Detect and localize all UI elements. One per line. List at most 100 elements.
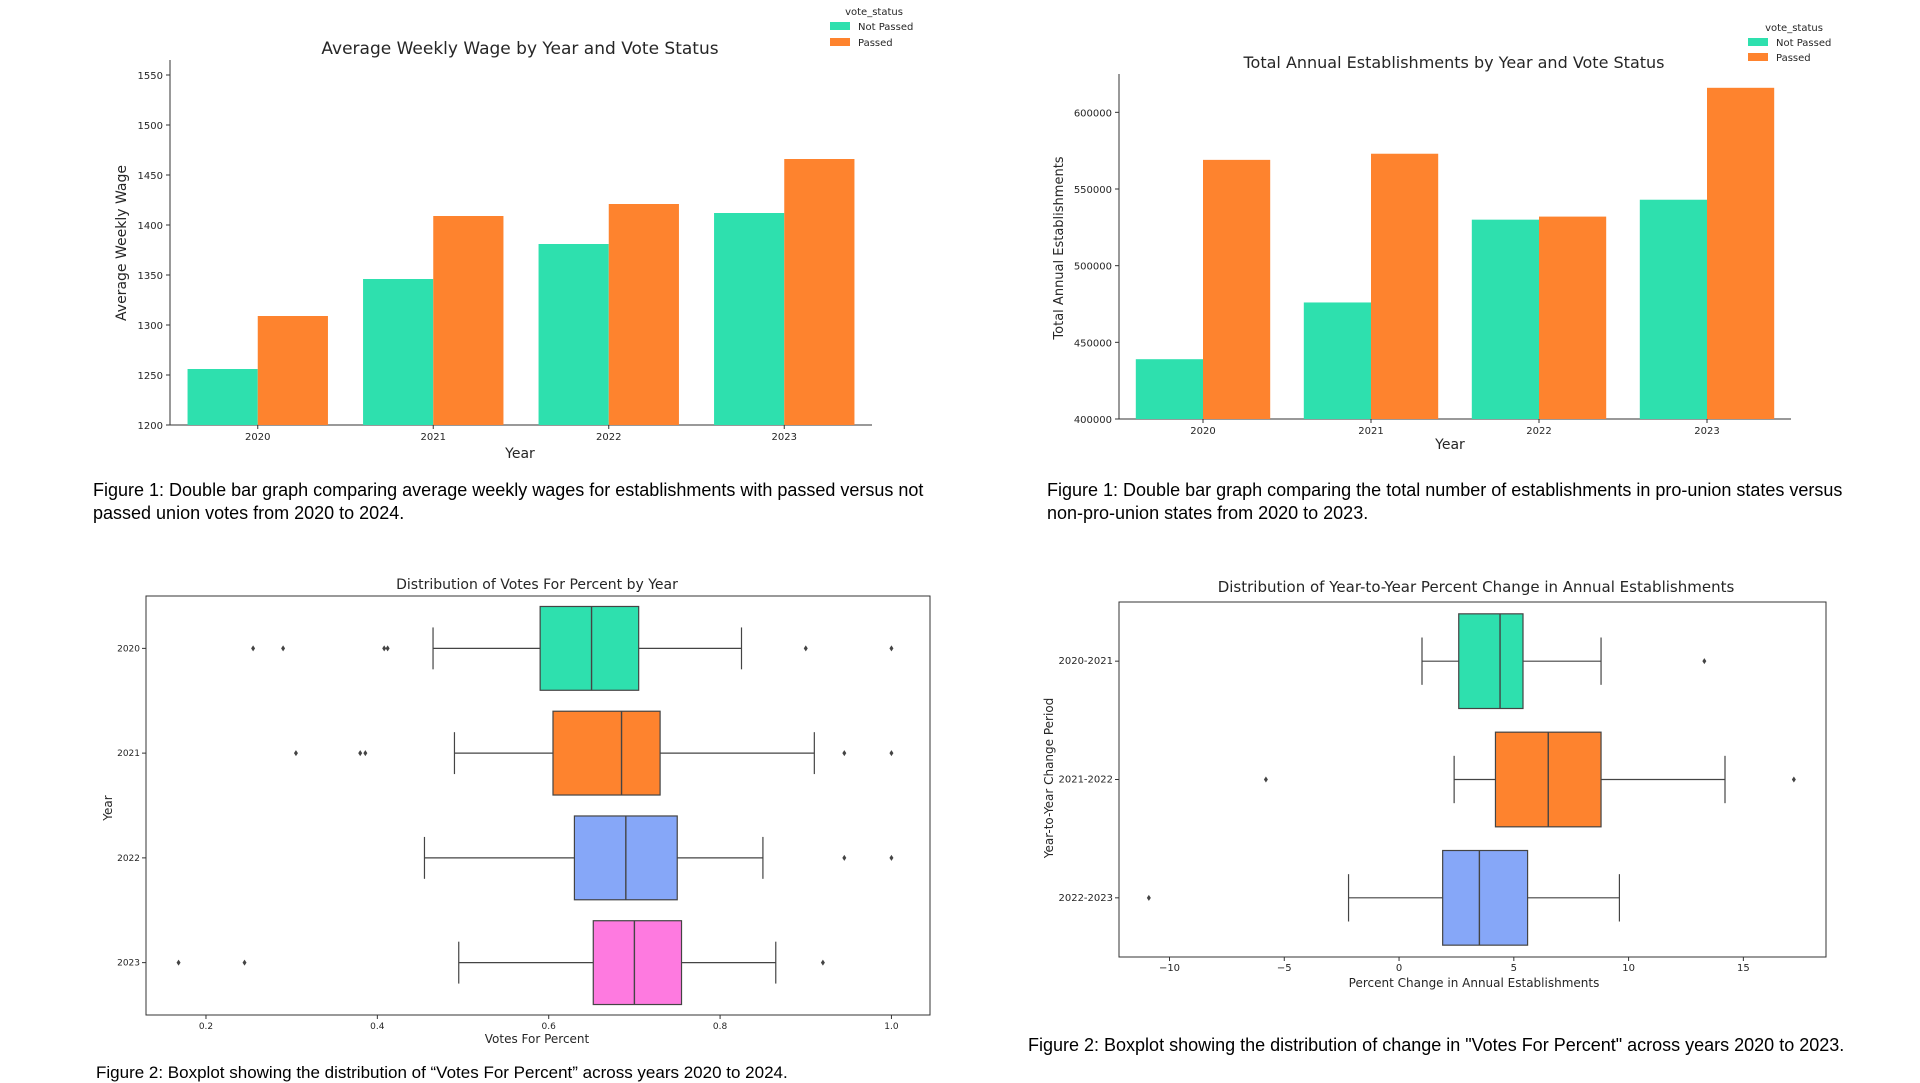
legend-swatch-not-passed: [1748, 38, 1768, 46]
plot-area: 1200 1250 1300 1350 1400 1450 1500 1550 2020 2021…: [138, 60, 872, 443]
caption-figure-2-votes: Figure 2: Boxplot showing the distributi…: [96, 1063, 788, 1082]
y-tick-label: 400000: [1074, 415, 1112, 426]
outlier-point: [1702, 658, 1707, 665]
y-tick-label: 1350: [138, 271, 163, 282]
legend-swatch-passed: [1748, 53, 1768, 61]
legend-title: vote_status: [845, 7, 903, 18]
y-tick-label: 550000: [1074, 185, 1112, 196]
caption-figure-1-establishments: Figure 1: Double bar graph comparing the…: [1047, 480, 1843, 523]
y-tick-label: 1200: [138, 421, 163, 432]
y-axis-label: Year: [101, 795, 115, 821]
bar-not-passed-2020: [187, 369, 258, 425]
bar-not-passed-2023: [1639, 199, 1707, 419]
y-tick-label: 2022: [117, 854, 140, 864]
outlier-point: [1263, 776, 1268, 783]
y-tick-label: 500000: [1074, 262, 1112, 273]
legend: vote_status Not Passed Passed: [1748, 23, 1831, 64]
x-axis-label: Year: [504, 446, 535, 462]
box-2020: [539, 605, 640, 691]
chart-average-weekly-wage: Average Weekly Wage by Year and Vote Sta…: [0, 0, 960, 475]
y-tick-label: 2020-2021: [1058, 656, 1113, 667]
outlier-point: [842, 854, 847, 861]
y-tick-label: 2021-2022: [1058, 775, 1113, 786]
bar-passed-2021: [433, 216, 504, 425]
x-tick-label: 10: [1622, 963, 1635, 974]
legend-label-not-passed: Not Passed: [1776, 38, 1831, 49]
outlier-point: [281, 645, 286, 652]
y-tick-label: 450000: [1074, 338, 1112, 349]
chart-votes-for-percent: Distribution of Votes For Percent by Yea…: [0, 560, 960, 1060]
boxplot-percent-change: Distribution of Year-to-Year Percent Cha…: [1042, 578, 1827, 990]
bar-passed-2020: [257, 316, 328, 425]
legend-swatch-passed: [830, 38, 850, 46]
y-axis-label: Year-to-Year Change Period: [1042, 698, 1056, 860]
chart-title: Average Weekly Wage by Year and Vote Sta…: [321, 39, 718, 59]
legend-swatch-not-passed: [830, 22, 850, 30]
bar-passed-2021: [1371, 153, 1439, 419]
plot-area: 400000 450000 500000 550000 600000 2020 2021 20…: [1074, 74, 1791, 437]
caption-figure-1-wages: Figure 1: Double bar graph comparing ave…: [93, 480, 924, 523]
outlier-point: [889, 854, 894, 861]
x-tick-label: 2020: [1190, 426, 1215, 437]
x-axis-label: Percent Change in Annual Establishments: [1349, 976, 1600, 990]
outlier-point: [176, 959, 181, 966]
x-tick-label: 2021: [421, 432, 446, 443]
x-tick-label: 0.8: [713, 1022, 728, 1032]
x-tick-label: 0: [1396, 963, 1402, 974]
outlier-point: [363, 750, 368, 757]
box-2021: [552, 710, 661, 796]
outlier-point: [1146, 894, 1151, 901]
x-tick-label: −10: [1159, 963, 1180, 974]
outlier-point: [293, 750, 298, 757]
plot-area: −10 −5 0 5 10 15 2020-2021 2021-2022 2022-2023: [1058, 601, 1827, 974]
outlier-point: [385, 645, 390, 652]
box-2023: [592, 920, 683, 1006]
outlier-point: [382, 645, 387, 652]
y-tick-label: 2020: [117, 644, 140, 654]
boxplot-votes-for-percent: Distribution of Votes For Percent by Yea…: [101, 577, 931, 1046]
outlier-point: [1791, 776, 1796, 783]
y-tick-label: 2022-2023: [1058, 893, 1113, 904]
x-tick-label: 2020: [245, 432, 270, 443]
y-tick-label: 2021: [117, 749, 140, 759]
y-tick-label: 1500: [138, 121, 163, 132]
chart-title: Distribution of Votes For Percent by Yea…: [396, 577, 678, 593]
plot-frame: [145, 595, 931, 1016]
outlier-point: [842, 750, 847, 757]
x-tick-label: 0.2: [199, 1022, 213, 1032]
bar-chart-weekly-wage: Average Weekly Wage by Year and Vote Sta…: [114, 7, 913, 462]
x-tick-label: 2022: [596, 432, 621, 443]
y-axis-label: Total Annual Establishments: [1052, 156, 1067, 340]
outlier-point: [242, 959, 247, 966]
bar-passed-2022: [608, 204, 679, 425]
bar-not-passed-2021: [363, 279, 434, 425]
caption-figure-2-change: Figure 2: Boxplot showing the distributi…: [1028, 1035, 1845, 1055]
bar-chart-establishments: Total Annual Establishments by Year and …: [1052, 23, 1831, 453]
outlier-point: [820, 959, 825, 966]
bar-not-passed-2020: [1135, 359, 1203, 419]
box-2020-2021: [1458, 613, 1524, 710]
x-axis-label: Votes For Percent: [485, 1032, 590, 1046]
chart-title: Distribution of Year-to-Year Percent Cha…: [1218, 578, 1735, 596]
x-tick-label: 2023: [1694, 426, 1719, 437]
bar-not-passed-2022: [538, 244, 609, 425]
legend-title: vote_status: [1765, 23, 1823, 34]
outlier-point: [251, 645, 256, 652]
plot-area: 0.2 0.4 0.6 0.8 1.0 2020 2021 2022 2023: [117, 595, 931, 1032]
y-tick-label: 600000: [1074, 108, 1112, 119]
y-tick-label: 2023: [117, 959, 140, 969]
bar-not-passed-2022: [1471, 219, 1539, 419]
x-axis-label: Year: [1434, 437, 1465, 453]
legend-label-passed: Passed: [1776, 53, 1811, 64]
legend-label-passed: Passed: [858, 38, 893, 49]
y-tick-label: 1300: [138, 321, 163, 332]
y-axis-label: Average Weekly Wage: [114, 165, 130, 321]
x-tick-label: −5: [1277, 963, 1292, 974]
x-tick-label: 0.6: [542, 1022, 557, 1032]
chart-percent-change: Distribution of Year-to-Year Percent Cha…: [960, 560, 1920, 1020]
x-tick-label: 2022: [1526, 426, 1551, 437]
y-tick-label: 1400: [138, 221, 163, 232]
y-tick-label: 1450: [138, 171, 163, 182]
x-tick-label: 1.0: [884, 1022, 899, 1032]
chart-total-establishments: Total Annual Establishments by Year and …: [960, 0, 1920, 475]
